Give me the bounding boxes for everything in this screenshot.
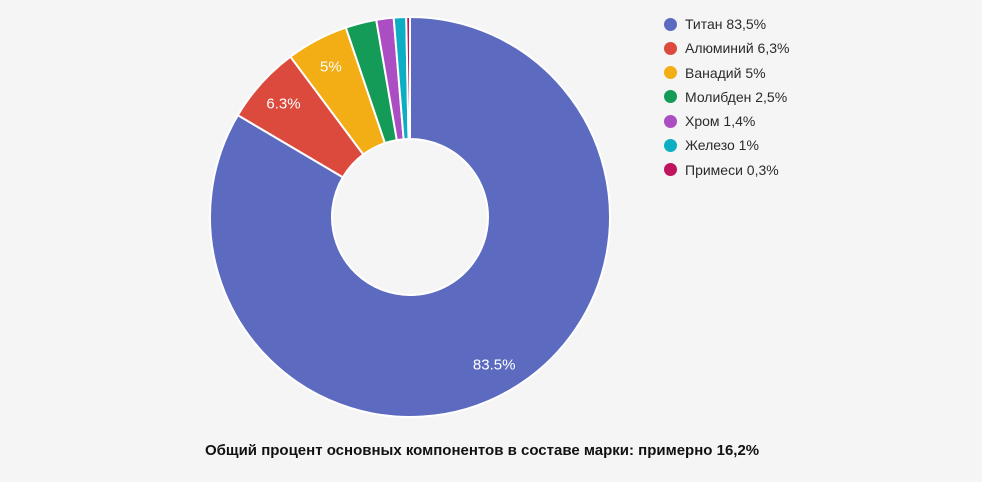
legend-item-label: Молибден 2,5% — [685, 88, 788, 105]
legend-swatch-icon — [664, 138, 677, 152]
legend-swatch-icon — [664, 66, 677, 80]
legend-swatch-icon — [664, 114, 677, 128]
legend-item-label: Железо 1% — [685, 137, 759, 154]
pie-slice-0[interactable] — [209, 16, 611, 418]
legend-item-4[interactable]: Хром 1,4% — [664, 112, 789, 130]
legend-swatch-icon — [664, 41, 677, 55]
chart-legend: Титан 83,5% Алюминий 6,3% Ванадий 5% Молибд… — [664, 15, 789, 185]
chart-caption: Общий процент основных компонентов в сос… — [205, 442, 760, 459]
legend-swatch-icon — [664, 163, 677, 177]
legend-swatch-icon — [664, 90, 677, 104]
legend-item-label: Титан 83,5% — [685, 16, 767, 32]
legend-item-5[interactable]: Железо 1% — [664, 136, 789, 154]
legend-item-1[interactable]: Алюминий 6,3% — [664, 39, 789, 57]
legend-item-6[interactable]: Примеси 0,3% — [664, 161, 789, 179]
legend-item-label: Хром 1,4% — [685, 113, 756, 130]
legend-item-label: Алюминий 6,3% — [685, 40, 790, 57]
pie-slice-6[interactable] — [405, 16, 411, 141]
legend-item-label: Ванадий 5% — [685, 64, 766, 81]
legend-swatch-icon — [664, 17, 677, 31]
legend-item-label: Примеси 0,3% — [685, 161, 779, 178]
legend-item-0[interactable]: Титан 83,5% — [664, 15, 789, 33]
legend-item-2[interactable]: Ванадий 5% — [664, 64, 789, 82]
legend-item-3[interactable]: Молибден 2,5% — [664, 88, 789, 106]
